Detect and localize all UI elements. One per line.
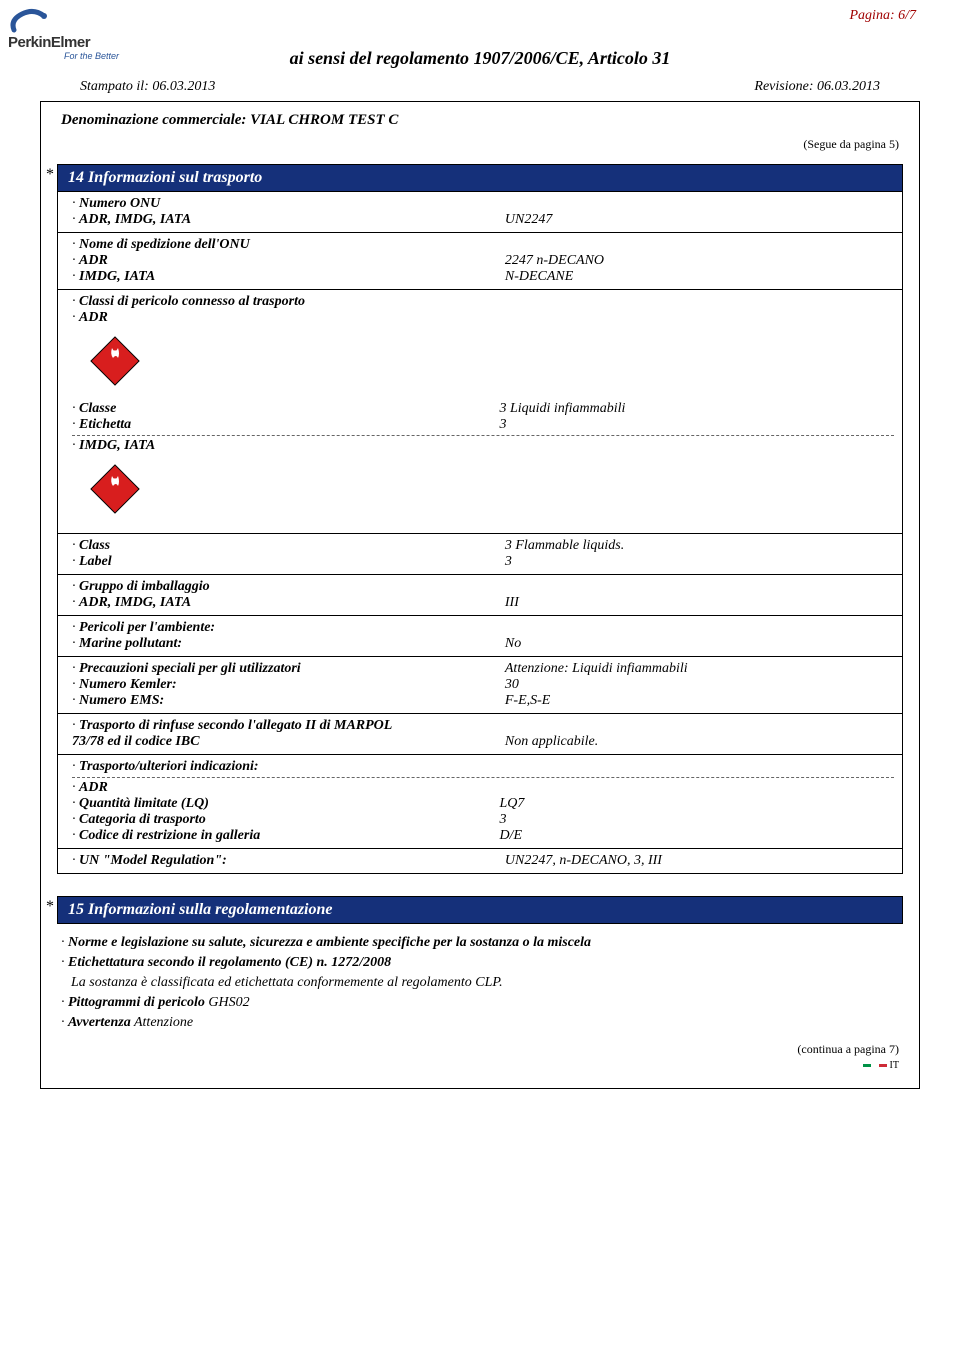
- label-value: 3: [505, 554, 512, 569]
- continues-to: (continua a pagina 7) IT: [41, 1042, 899, 1072]
- classe-value: 3 Liquidi infiammabili: [499, 401, 625, 416]
- table-row: Gruppo di imballaggio ADR, IMDG, IATA II…: [58, 574, 902, 615]
- continues-from: (Segue da pagina 5): [41, 137, 899, 152]
- marine-pollutant-value: No: [505, 636, 521, 651]
- classe-label: Classe: [72, 401, 116, 416]
- packing-group-label: ADR, IMDG, IATA: [72, 595, 191, 610]
- transport-category-label: Categoria di trasporto: [72, 812, 206, 827]
- section-15-body: Norme e legislazione su salute, sicurezz…: [61, 934, 899, 1032]
- shipping-imdg-label: IMDG, IATA: [72, 269, 155, 284]
- hazard-class-heading: Classi di pericolo connesso al trasporto: [72, 294, 305, 309]
- imdg-iata-label: IMDG, IATA: [72, 438, 155, 453]
- un-number-heading: Numero ONU: [72, 196, 160, 211]
- s15-labelling-label: Etichettatura secondo il regolamento (CE…: [61, 955, 391, 970]
- transport-category-value: 3: [499, 812, 506, 827]
- page-number: Pagina: 6/7: [850, 8, 917, 24]
- further-info-heading: Trasporto/ulteriori indicazioni:: [72, 759, 259, 774]
- s15-pictogram-value: GHS02: [205, 995, 250, 1010]
- flammable-diamond-icon: [86, 332, 144, 390]
- s15-signal-value: Attenzione: [131, 1015, 193, 1030]
- marpol-label-1: Trasporto di rinfuse secondo l'allegato …: [72, 718, 392, 733]
- packing-group-value: III: [505, 595, 519, 610]
- section-15-header: 15 Informazioni sulla regolamentazione: [57, 896, 903, 924]
- asterisk: *: [46, 166, 54, 184]
- table-row: UN "Model Regulation": UN2247, n-DECANO,…: [58, 848, 902, 873]
- dashed-separator: [72, 435, 894, 436]
- precautions-value: Attenzione: Liquidi infiammabili: [505, 661, 688, 676]
- label-label: Label: [72, 554, 112, 569]
- kemler-value: 30: [505, 677, 519, 692]
- shipping-imdg-value: N-DECANE: [505, 269, 573, 284]
- un-model-reg-label: UN "Model Regulation":: [72, 853, 227, 868]
- adr-pictogram: [72, 326, 894, 401]
- adr-sub-label: ADR: [72, 780, 108, 795]
- un-number-value: UN2247: [505, 212, 552, 227]
- logo-tagline: For the Better: [64, 51, 138, 61]
- env-hazard-heading: Pericoli per l'ambiente:: [72, 620, 215, 635]
- table-row: Trasporto/ulteriori indicazioni: ADR Qua…: [58, 754, 902, 848]
- printed-date: Stampato il: 06.03.2013: [80, 79, 215, 95]
- logo-mark-icon: [8, 6, 50, 34]
- flag-it-icon: [863, 1064, 887, 1067]
- trade-name: Denominazione commerciale: VIAL CHROM TE…: [61, 112, 899, 129]
- class-value: 3 Flammable liquids.: [505, 538, 624, 553]
- marine-pollutant-label: Marine pollutant:: [72, 636, 182, 651]
- tunnel-code-value: D/E: [499, 828, 522, 843]
- class-label: Class: [72, 538, 110, 553]
- document-title: ai sensi del regolamento 1907/2006/CE, A…: [40, 48, 920, 69]
- precautions-label: Precauzioni speciali per gli utilizzator…: [72, 661, 301, 676]
- table-row: Precauzioni speciali per gli utilizzator…: [58, 656, 902, 713]
- table-row: Pericoli per l'ambiente: Marine pollutan…: [58, 615, 902, 656]
- marpol-label-2: 73/78 ed il codice IBC: [72, 734, 200, 749]
- table-row: Numero ONU ADR, IMDG, IATA UN2247: [58, 192, 902, 232]
- s15-signal-label: Avvertenza: [61, 1015, 131, 1030]
- table-row: Nome di spedizione dell'ONU ADR IMDG, IA…: [58, 232, 902, 289]
- packing-group-heading: Gruppo di imballaggio: [72, 579, 210, 594]
- etichetta-value: 3: [499, 417, 506, 432]
- s15-labelling-text: La sostanza è classificata ed etichettat…: [71, 974, 899, 993]
- un-number-label: ADR, IMDG, IATA: [72, 212, 191, 227]
- dashed-separator: [72, 777, 894, 778]
- adr-label: ADR: [72, 310, 108, 325]
- table-row: Class Label 3 Flammable liquids. 3: [58, 533, 902, 574]
- logo-brand-text: PerkinElmer: [8, 34, 138, 51]
- outer-frame: Denominazione commerciale: VIAL CHROM TE…: [40, 101, 920, 1089]
- ems-label: Numero EMS:: [72, 693, 164, 708]
- shipping-name-heading: Nome di spedizione dell'ONU: [72, 237, 250, 252]
- brand-logo: PerkinElmer For the Better: [8, 6, 138, 61]
- flag-lang: IT: [890, 1060, 899, 1071]
- asterisk: *: [46, 898, 54, 916]
- un-model-reg-value: UN2247, n-DECANO, 3, III: [505, 853, 662, 868]
- etichetta-label: Etichetta: [72, 417, 131, 432]
- ems-value: F-E,S-E: [505, 693, 550, 708]
- table-row: Trasporto di rinfuse secondo l'allegato …: [58, 713, 902, 754]
- imdg-pictogram: [72, 454, 894, 529]
- section-14-header: 14 Informazioni sul trasporto: [57, 164, 903, 192]
- shipping-adr-value: 2247 n-DECANO: [505, 253, 604, 268]
- s15-norms-label: Norme e legislazione su salute, sicurezz…: [61, 935, 591, 950]
- marpol-value: Non applicabile.: [505, 734, 598, 749]
- section-14-table: Numero ONU ADR, IMDG, IATA UN2247 Nome d…: [57, 192, 903, 874]
- lq-value: LQ7: [499, 796, 524, 811]
- table-row: Classi di pericolo connesso al trasporto…: [58, 289, 902, 533]
- revision-date: Revisione: 06.03.2013: [754, 79, 880, 95]
- shipping-adr-label: ADR: [72, 253, 108, 268]
- lq-label: Quantità limitate (LQ): [72, 796, 209, 811]
- meta-row: Stampato il: 06.03.2013 Revisione: 06.03…: [80, 79, 880, 95]
- s15-pictogram-label: Pittogrammi di pericolo: [61, 995, 205, 1010]
- flammable-diamond-icon: [86, 460, 144, 518]
- kemler-label: Numero Kemler:: [72, 677, 177, 692]
- page: Pagina: 6/7 PerkinElmer For the Better a…: [0, 0, 960, 1139]
- tunnel-code-label: Codice di restrizione in galleria: [72, 828, 260, 843]
